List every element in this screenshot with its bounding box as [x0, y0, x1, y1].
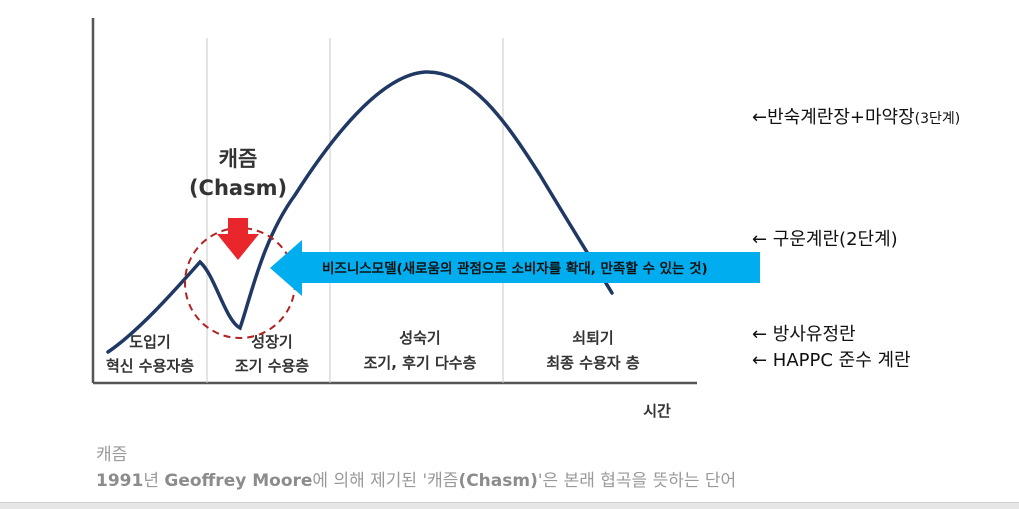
caption-text-2: 에 의해 제기된 '캐즘 — [312, 471, 459, 491]
side-label-happc-egg: ← HAPPC 준수 계란 — [752, 350, 911, 371]
x-axis-label: 시간 — [643, 402, 671, 420]
caption-chasm: (Chasm) — [458, 471, 538, 491]
stage-3-name: 성숙기 — [399, 329, 440, 347]
side-label-stage3-small: (3단계) — [914, 111, 961, 127]
side-label-free-range-egg: ← 방사유정란 — [752, 324, 856, 345]
side-label-roasted-egg: ← 구운계란(2단계) — [752, 229, 898, 250]
stage-4-adopters: 최종 수용자 층 — [546, 354, 639, 372]
caption-title: 캐즘 — [96, 445, 128, 465]
bottom-divider — [0, 502, 1019, 509]
chasm-label-ko: 캐즘 — [219, 147, 258, 171]
caption-year: 1991 — [96, 471, 144, 491]
caption-author: Geoffrey Moore — [164, 471, 313, 491]
stage-3-adopters: 조기, 후기 다수층 — [364, 354, 477, 372]
side-label-stage3: ←반숙계란장+마약장(3단계) — [752, 103, 960, 129]
business-model-arrow-icon — [270, 240, 760, 296]
side-label-stage3-main: ←반숙계란장+마약장 — [752, 107, 915, 128]
caption-text: 1991년 Geoffrey Moore에 의해 제기된 '캐즘(Chasm)'… — [96, 466, 736, 491]
stage-4-name: 쇠퇴기 — [572, 329, 613, 347]
chasm-down-arrow-icon — [217, 218, 259, 260]
stage-1-adopters: 혁신 수용자층 — [106, 357, 194, 375]
chasm-diagram: 비즈니스모델(새로움의 관점으로 소비자를 확대, 만족할 수 있는 것) 캐즘… — [91, 18, 760, 420]
chasm-label-en: (Chasm) — [189, 176, 287, 200]
adoption-curve — [106, 70, 614, 354]
caption-text-3: '은 본래 협곡을 뜻하는 단어 — [537, 471, 737, 491]
business-model-arrow-text: 비즈니스모델(새로움의 관점으로 소비자를 확대, 만족할 수 있는 것) — [322, 260, 708, 277]
stage-1-name: 도입기 — [129, 333, 170, 351]
caption-text-1: 년 — [143, 471, 165, 491]
stage-2-name: 성장기 — [251, 333, 292, 351]
stage-2-adopters: 조기 수용층 — [235, 357, 309, 375]
